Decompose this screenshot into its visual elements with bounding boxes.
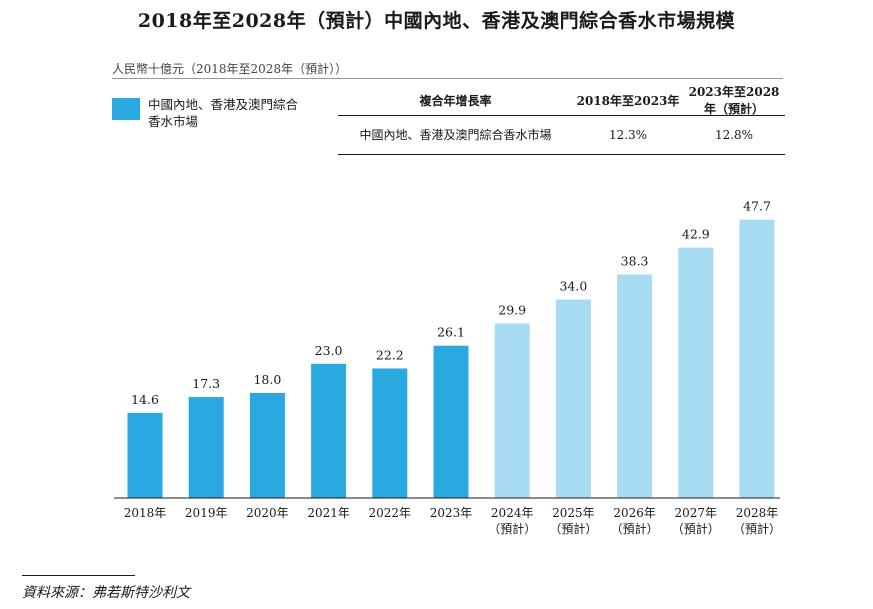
data-label-9: 42.9 — [682, 227, 710, 242]
chart-title: 2018年至2028年（預計）中國內地、香港及澳門綜合香水市場規模 — [137, 10, 736, 32]
x-tick-label-0: 2018年 — [124, 506, 167, 520]
x-tick-label-6: 2024年 — [491, 506, 534, 520]
legend-label: 中國內地、香港及澳門綜合香水市場 — [148, 97, 299, 129]
data-label-10: 47.7 — [743, 199, 771, 214]
bar-2 — [249, 392, 285, 498]
bar-0 — [127, 412, 163, 498]
data-label-7: 34.0 — [559, 279, 587, 294]
x-tick-label-1: 2019年 — [185, 506, 228, 520]
x-tick-label-7-sub: （預計） — [549, 521, 597, 536]
data-label-3: 23.0 — [315, 343, 343, 358]
cagr-table: 複合年增長率 2018年至2023年 2023年至2028年（預計） 中國內地、… — [338, 85, 785, 155]
cagr-header-period-1: 2018年至2023年 — [576, 93, 680, 108]
source-note: 資料來源：弗若斯特沙利文 — [22, 585, 190, 601]
bar-8 — [617, 274, 653, 498]
cagr-table-header: 複合年增長率 2018年至2023年 2023年至2028年（預計） — [338, 85, 785, 116]
x-tick-label-10: 2028年 — [736, 506, 779, 520]
data-label-8: 38.3 — [621, 254, 649, 269]
cagr-table-row: 中國內地、香港及澳門綜合香水市場 12.3% 12.8% — [338, 116, 785, 155]
cagr-header-period-2: 2023年至2028年（預計） — [688, 85, 780, 116]
cagr-header-label: 複合年增長率 — [419, 93, 492, 108]
bar-9 — [678, 247, 714, 498]
data-label-2: 18.0 — [253, 372, 281, 387]
cagr-value-period-1: 12.3% — [608, 127, 648, 142]
bar-7 — [555, 299, 591, 498]
x-tick-label-9-sub: （預計） — [672, 521, 720, 536]
x-tick-label-2: 2020年 — [246, 506, 289, 520]
data-label-4: 22.2 — [376, 347, 404, 362]
cagr-row-label: 中國內地、香港及澳門綜合香水市場 — [359, 127, 552, 142]
x-tick-label-8-sub: （預計） — [611, 521, 659, 536]
x-tick-label-8: 2026年 — [613, 506, 656, 520]
bar-5 — [433, 345, 469, 498]
bar-1 — [188, 397, 224, 498]
unit-label: 人民幣十億元（2018年至2028年（預計）） — [112, 62, 348, 76]
bar-6 — [494, 323, 530, 498]
data-label-0: 14.6 — [131, 392, 159, 407]
data-label-1: 17.3 — [192, 376, 220, 391]
source-divider — [22, 575, 135, 576]
x-tick-label-10-sub: （預計） — [733, 521, 781, 536]
x-tick-label-4: 2022年 — [369, 506, 412, 520]
data-label-6: 29.9 — [498, 303, 526, 318]
x-tick-label-9: 2027年 — [675, 506, 718, 520]
x-tick-label-6-sub: （預計） — [488, 521, 536, 536]
unit-divider — [112, 78, 783, 79]
cagr-value-period-2: 12.8% — [714, 127, 754, 142]
x-tick-label-3: 2021年 — [307, 506, 350, 520]
bar-4 — [372, 368, 408, 498]
bar-10 — [739, 219, 775, 498]
x-tick-label-7: 2025年 — [552, 506, 595, 520]
legend-swatch — [112, 98, 140, 120]
legend: 中國內地、香港及澳門綜合香水市場 — [112, 96, 298, 130]
data-label-5: 26.1 — [437, 325, 465, 340]
x-tick-label-5: 2023年 — [430, 506, 473, 520]
bar-3 — [311, 363, 347, 498]
